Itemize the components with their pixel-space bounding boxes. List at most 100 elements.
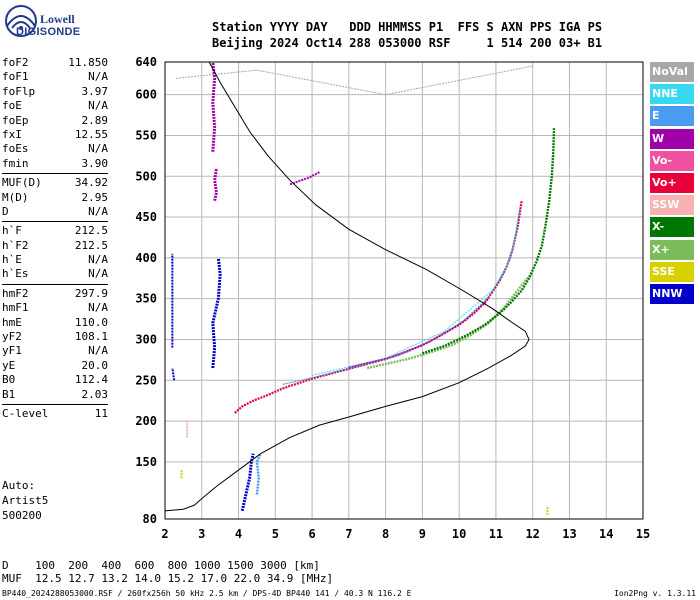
muf-row: MUF 12.5 12.7 13.2 14.0 15.2 17.0 22.0 3… <box>2 572 334 585</box>
autoscaling-info: Auto: Artist5 500200 <box>2 478 48 523</box>
param-label: foFlp <box>2 84 36 98</box>
echo-trace-e <box>255 453 262 495</box>
y-tick-label: 150 <box>135 455 157 469</box>
param-row: foEp 2.89 <box>2 114 108 128</box>
y-tick-label: 600 <box>135 88 157 102</box>
header-labels: Station YYYY DAY DDD HHMMSS P1 FFS S AXN… <box>212 20 603 34</box>
echo-trace-noval <box>175 65 533 96</box>
param-value: 11 <box>94 406 108 420</box>
param-value: 3.97 <box>81 84 109 98</box>
auto-program: Artist5 <box>2 494 49 507</box>
param-label: hmF1 <box>2 301 29 315</box>
param-row: hmE 110.0 <box>2 316 108 330</box>
param-separator <box>2 283 108 285</box>
legend-item: Vo+ <box>650 172 694 193</box>
distance-row: D 100 200 400 600 800 1000 1500 3000 [km… <box>2 559 320 572</box>
param-value: 2.89 <box>81 113 109 127</box>
y-tick-label: 500 <box>135 169 157 183</box>
param-row: B0 112.4 <box>2 373 108 387</box>
param-row: fxI 12.55 <box>2 128 108 142</box>
param-row: MUF(D) 34.92 <box>2 176 108 190</box>
param-separator <box>2 221 108 223</box>
param-label: foE <box>2 99 22 113</box>
param-value: N/A <box>88 70 108 84</box>
legend-item: NoVal <box>650 62 694 82</box>
y-tick-label: 400 <box>135 251 157 265</box>
param-row: h`F2 212.5 <box>2 239 108 253</box>
y-tick-label: 250 <box>135 373 157 387</box>
param-separator <box>2 173 108 175</box>
logo-text-lowell: Lowell <box>40 12 75 26</box>
param-value: 2.03 <box>81 387 109 401</box>
param-row: yF2 108.1 <box>2 330 108 344</box>
param-value: N/A <box>88 204 108 218</box>
version-label: Ion2Png v. 1.3.11 <box>614 589 696 598</box>
param-row: M(D) 2.95 <box>2 191 108 205</box>
legend-item: NNE <box>650 84 694 105</box>
x-tick-label: 2 <box>161 527 168 541</box>
param-row: h`E N/A <box>2 253 108 267</box>
x-tick-label: 11 <box>489 527 503 541</box>
param-value: N/A <box>88 344 108 358</box>
param-label: MUF(D) <box>2 176 42 190</box>
plot-frame <box>164 61 644 520</box>
param-label: yF1 <box>2 344 22 358</box>
param-label: hmE <box>2 315 22 329</box>
param-label: M(D) <box>2 190 29 204</box>
param-label: h`Es <box>2 267 29 281</box>
param-value: N/A <box>88 99 108 113</box>
legend-item: SSE <box>650 261 694 282</box>
auto-version: 500200 <box>2 509 42 522</box>
y-tick-label: 640 <box>135 55 157 69</box>
echo-trace-w <box>348 298 489 368</box>
param-row: h`Es N/A <box>2 267 108 281</box>
param-value: 110.0 <box>74 315 108 329</box>
y-tick-label: 80 <box>143 512 157 526</box>
digisonde-emblem-icon <box>5 5 37 37</box>
station-header: Station YYYY DAY DDD HHMMSS P1 FFS S AXN… <box>212 19 602 51</box>
param-label: h`F2 <box>2 238 29 252</box>
param-row: foEs N/A <box>2 142 108 156</box>
echo-trace-nnw <box>240 453 255 512</box>
param-value: N/A <box>88 253 108 267</box>
x-tick-label: 12 <box>525 527 539 541</box>
param-row: yF1 N/A <box>2 344 108 358</box>
param-row: hmF2 297.9 <box>2 287 108 301</box>
file-info-footer: BP440_2024288053000.RSF / 260fx256h 50 k… <box>2 589 412 598</box>
y-tick-label: 300 <box>135 332 157 346</box>
param-value: 3.90 <box>81 156 109 170</box>
param-label: fmin <box>2 156 29 170</box>
param-label: foF2 <box>2 56 29 69</box>
y-tick-label: 350 <box>135 292 157 306</box>
polarization-legend: NoVal NNE E W Vo- Vo+ SSW X- X+ SSE NNW <box>650 62 694 306</box>
param-row: C-level 11 <box>2 407 108 421</box>
param-label: yF2 <box>2 330 22 344</box>
legend-item: Vo- <box>650 150 694 171</box>
param-row: h`F 212.5 <box>2 224 108 238</box>
param-value: 297.9 <box>74 286 108 300</box>
param-row: foE N/A <box>2 99 108 113</box>
y-tick-label: 450 <box>135 210 157 224</box>
param-label: fxI <box>2 127 22 141</box>
x-tick-label: 15 <box>636 527 650 541</box>
muf-distance-table: D 100 200 400 600 800 1000 1500 3000 [km… <box>2 559 333 585</box>
density-profile-line <box>164 61 530 512</box>
x-tick-label: 8 <box>382 527 389 541</box>
param-value: N/A <box>88 142 108 156</box>
param-label: C-level <box>2 406 49 420</box>
x-tick-label: 9 <box>419 527 426 541</box>
x-tick-label: 4 <box>235 527 242 541</box>
param-value: 2.95 <box>81 190 109 204</box>
x-tick-label: 5 <box>272 527 279 541</box>
echo-trace-nne <box>311 216 519 376</box>
x-tick-label: 3 <box>198 527 205 541</box>
param-label: foEs <box>2 142 29 156</box>
legend-item: W <box>650 128 694 149</box>
y-tick-label: 550 <box>135 128 157 142</box>
param-value: 112.4 <box>74 373 108 387</box>
legend-item: E <box>650 106 694 127</box>
logo-text-digisonde: DIGISONDE <box>16 26 81 38</box>
echo-trace-e <box>282 208 521 385</box>
param-separator <box>2 403 108 405</box>
